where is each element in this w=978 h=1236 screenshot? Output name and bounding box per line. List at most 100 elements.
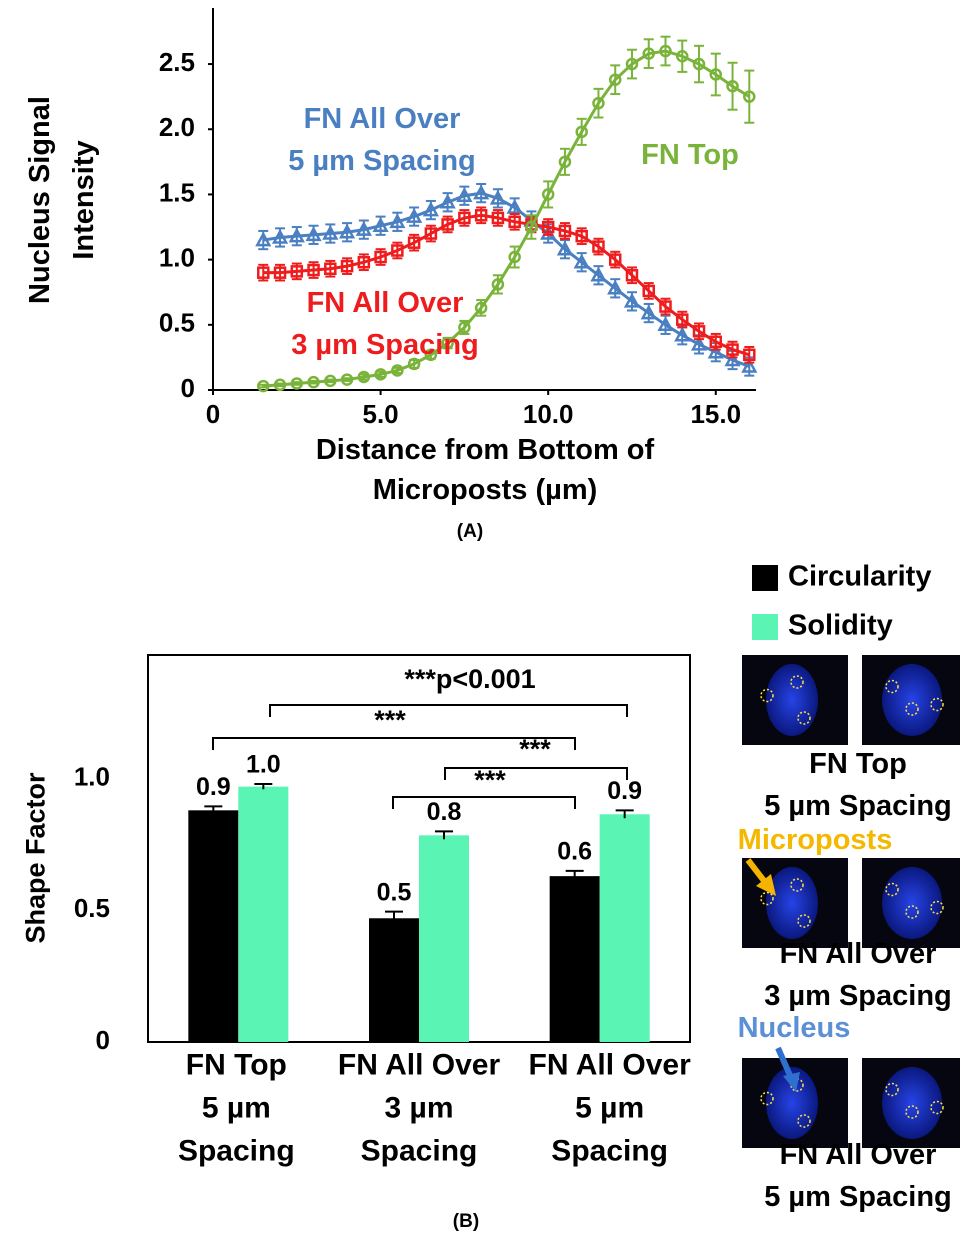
significance-bracket (444, 767, 628, 780)
y-axis-label: Shape Factor (20, 772, 51, 944)
marker (372, 217, 389, 232)
marker (659, 300, 672, 313)
marker (592, 240, 605, 253)
marker (324, 374, 337, 388)
marker (407, 236, 421, 249)
marker (709, 335, 723, 349)
error-bar (275, 382, 286, 388)
panel-label: (B) (452, 1211, 480, 1233)
marker (288, 227, 305, 243)
pointer-label: Microposts (737, 823, 893, 856)
series-line (263, 49, 751, 388)
marker (657, 316, 674, 332)
marker (271, 228, 289, 244)
error-bar (308, 379, 319, 385)
marker (608, 253, 622, 266)
x-tick-label: 0 (206, 399, 220, 429)
category-label: FN Top 5 µm Spacing (177, 1048, 295, 1168)
marker (389, 213, 406, 229)
marker (307, 375, 320, 389)
marker (726, 79, 739, 93)
marker (391, 364, 404, 377)
marker (473, 184, 490, 200)
marker (642, 284, 655, 298)
nucleus (882, 867, 942, 939)
legend-swatch (752, 565, 778, 591)
marker (456, 187, 473, 202)
marker (690, 335, 708, 351)
x-axis-label: Distance from Bottom of Microposts (µm) (315, 434, 655, 506)
error-bar (593, 87, 604, 119)
marker (625, 57, 639, 71)
significance-bracket (269, 704, 628, 717)
error-bar (526, 214, 537, 240)
marker (340, 373, 354, 386)
marker (743, 348, 756, 362)
micropost (760, 891, 774, 906)
micropost (760, 688, 774, 703)
error-bar (342, 377, 353, 382)
significance-bracket (392, 796, 576, 809)
significance-bracket (212, 737, 576, 750)
category-label: FN All Over 3 µm Spacing (337, 1048, 501, 1168)
marker (607, 279, 624, 295)
marker (676, 49, 689, 63)
marker (640, 304, 657, 320)
category-label: FN All Over 5 µm Spacing (528, 1048, 691, 1168)
marker (273, 378, 287, 392)
error-bar (559, 147, 570, 176)
micropost (930, 697, 944, 712)
micropost (885, 882, 899, 897)
marker (608, 73, 622, 86)
marker (357, 370, 371, 384)
error-bar (643, 38, 654, 69)
micropost (885, 1082, 899, 1097)
error-bar (744, 69, 755, 124)
marker (491, 211, 505, 225)
y-tick-label: 2.0 (159, 112, 195, 142)
marker (273, 266, 287, 279)
y-tick-label: 1.0 (159, 242, 195, 272)
significance-label: ***p<0.001 (404, 664, 535, 694)
nucleus (882, 664, 942, 736)
marker (491, 278, 505, 291)
marker (642, 47, 655, 60)
panel-label: (A) (456, 521, 484, 543)
marker (726, 343, 739, 356)
marker (590, 266, 607, 282)
value-label: 0.6 (557, 837, 592, 865)
marker (458, 211, 471, 225)
marker (474, 301, 488, 315)
marker (707, 343, 724, 359)
marker (424, 348, 438, 362)
image-caption: FN All Over 3 µm Spacing (764, 938, 952, 1012)
marker (458, 321, 471, 334)
significance-label: *** (519, 734, 551, 764)
marker (305, 226, 322, 242)
y-tick-label: 0.5 (159, 308, 195, 338)
pointer-head (783, 1072, 800, 1092)
value-label: 1.0 (246, 751, 281, 779)
error-bar (610, 64, 621, 96)
micropost (790, 878, 804, 892)
error-bar (615, 809, 634, 819)
x-tick-label: 15.0 (690, 399, 741, 429)
marker (257, 266, 270, 279)
marker (340, 259, 354, 273)
nucleus (766, 664, 818, 736)
error-bar (626, 48, 637, 80)
bar (238, 786, 289, 1042)
marker (439, 193, 456, 209)
marker (659, 44, 672, 58)
y-axis-label: Nucleus Signal Intensity (24, 96, 100, 304)
marker (307, 263, 320, 277)
bar (188, 810, 239, 1042)
value-label: 0.9 (196, 773, 231, 801)
marker (255, 231, 272, 247)
micropost (905, 905, 919, 919)
micropost (760, 1091, 774, 1106)
marker (424, 227, 438, 240)
error-bar (727, 61, 738, 111)
marker (541, 188, 555, 201)
error-bar (258, 383, 269, 389)
